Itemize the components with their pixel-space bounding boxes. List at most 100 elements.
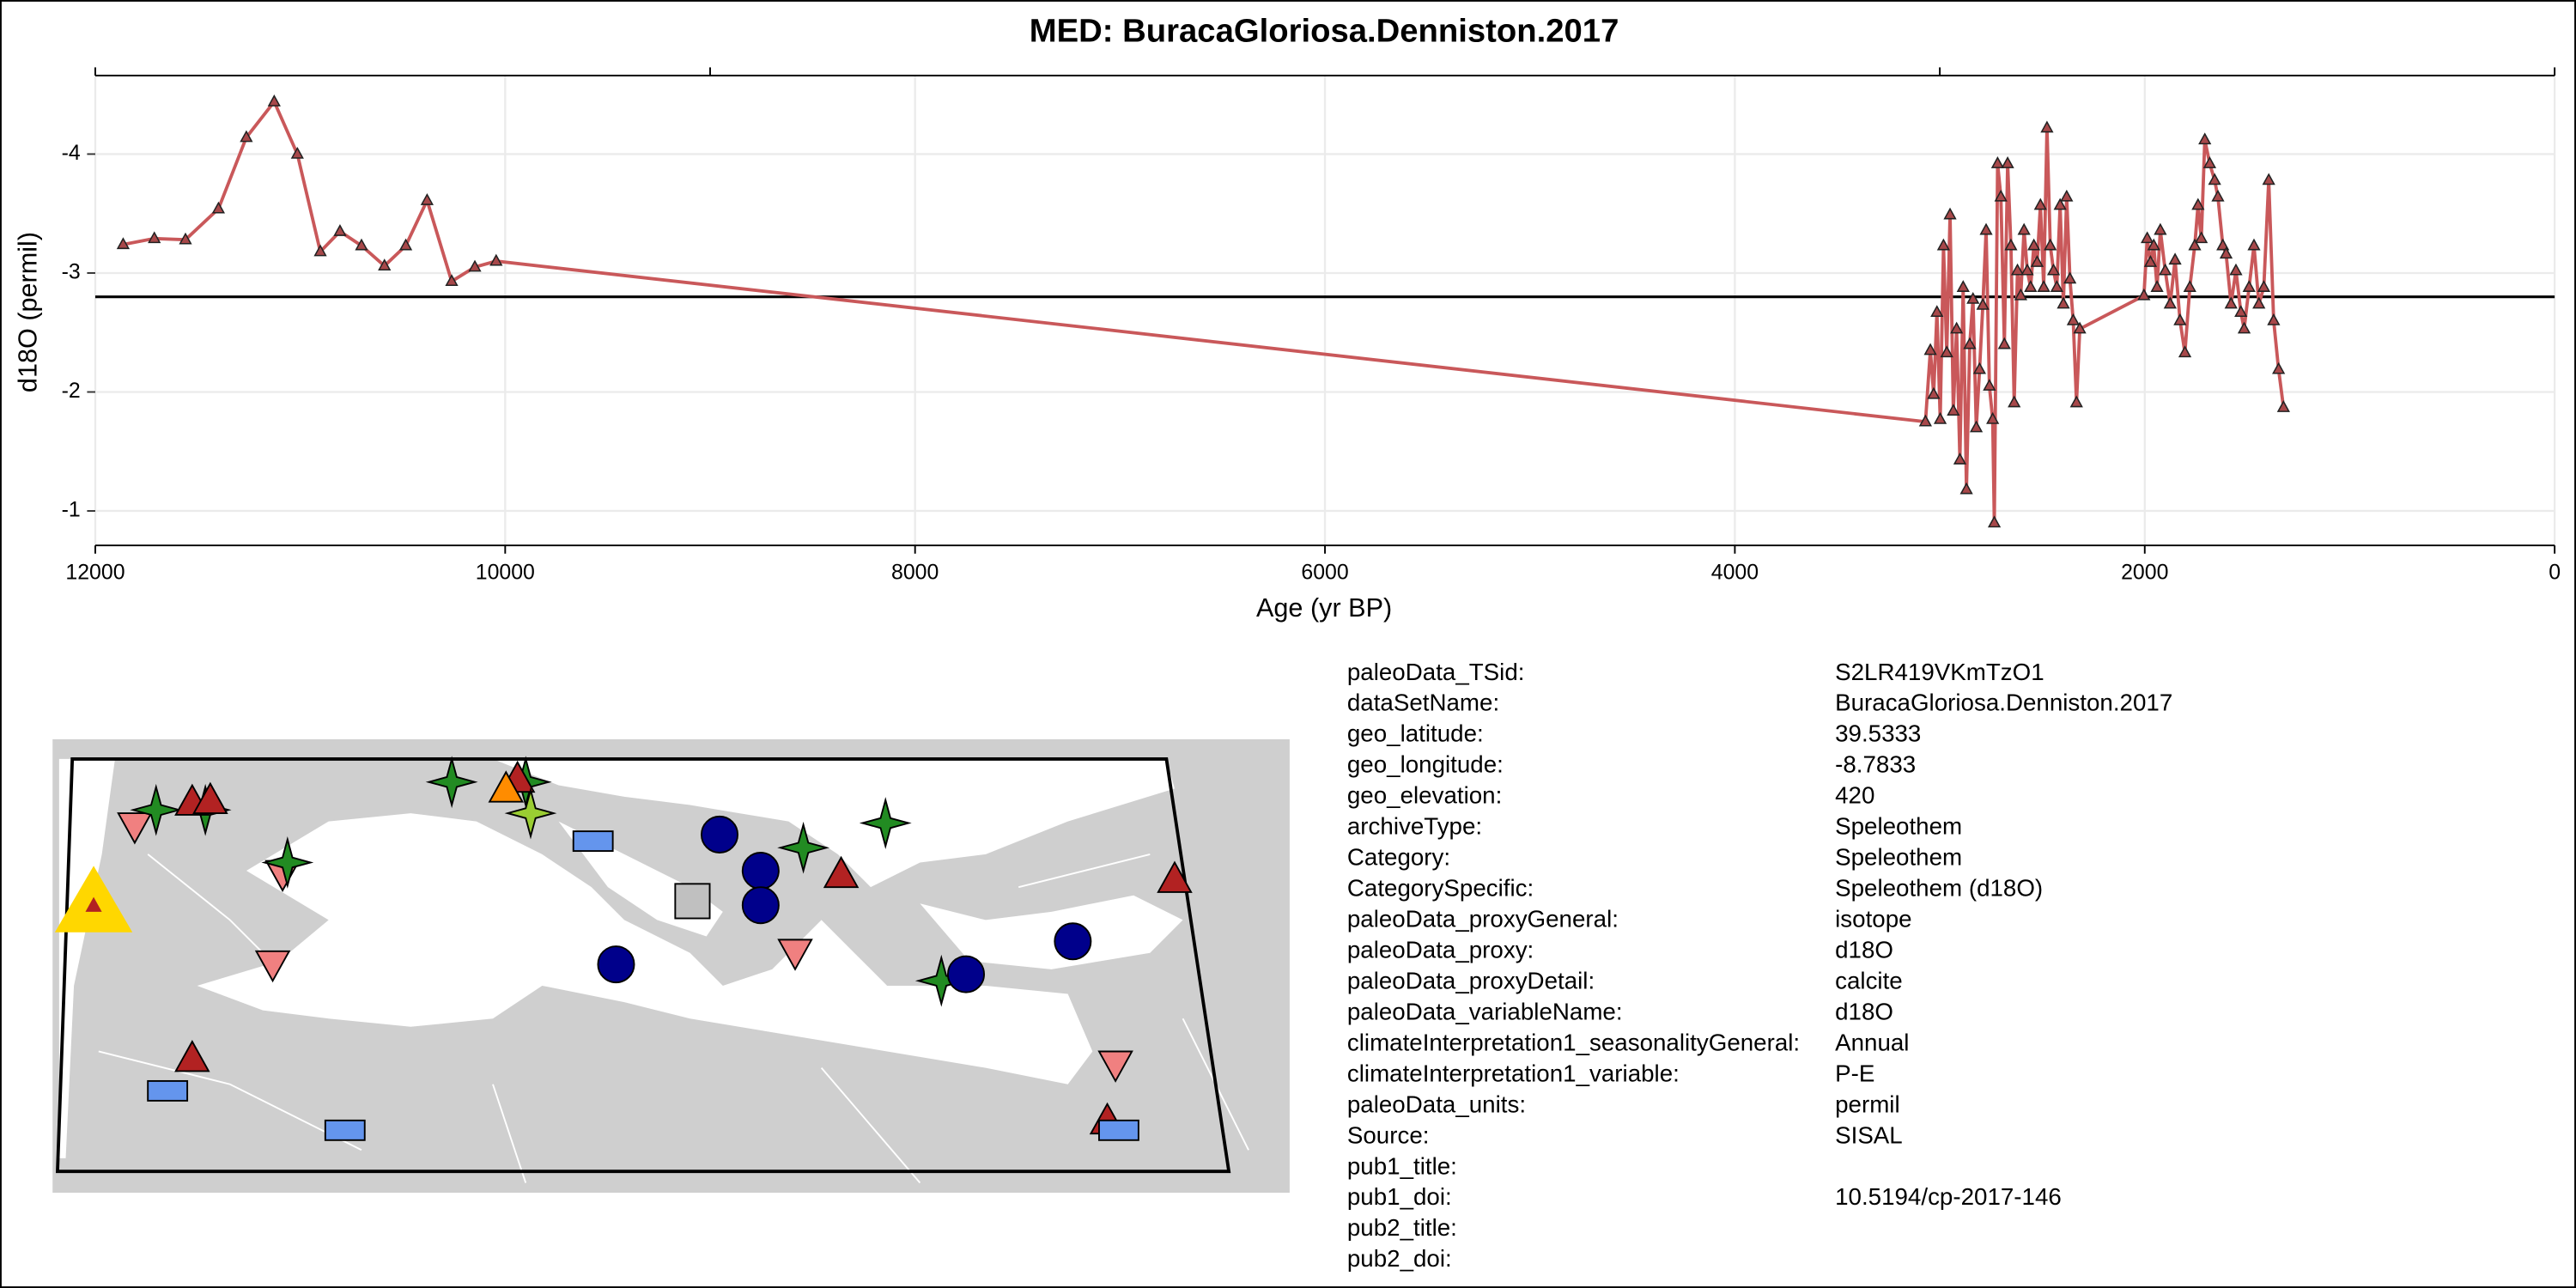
data-point bbox=[1936, 238, 1951, 251]
data-point bbox=[2262, 173, 2275, 185]
metadata-value: Speleothem bbox=[1835, 844, 1962, 871]
data-point bbox=[2030, 255, 2044, 267]
data-point bbox=[1930, 305, 1944, 318]
data-point bbox=[2191, 197, 2205, 210]
data-point bbox=[1956, 280, 1970, 292]
data-point bbox=[378, 258, 392, 271]
metadata-value: -8.7833 bbox=[1835, 751, 1916, 778]
data-point bbox=[313, 244, 327, 257]
data-point bbox=[2073, 321, 2087, 334]
metadata-key: climateInterpretation1_seasonalityGenera… bbox=[1347, 1029, 1800, 1055]
data-point bbox=[2014, 288, 2027, 301]
data-point bbox=[2044, 238, 2057, 251]
data-point bbox=[1976, 297, 1990, 310]
x-tick-label: 0 bbox=[2549, 560, 2561, 584]
data-point bbox=[179, 232, 192, 245]
data-point bbox=[2147, 238, 2160, 251]
data-point bbox=[468, 259, 482, 272]
map-frame bbox=[55, 757, 1231, 1174]
data-point bbox=[2154, 222, 2167, 235]
data-point bbox=[2008, 395, 2021, 408]
data-point bbox=[420, 192, 434, 205]
data-point bbox=[2267, 313, 2281, 325]
data-point bbox=[2057, 296, 2070, 309]
data-point bbox=[2069, 395, 2083, 408]
data-point bbox=[2237, 321, 2251, 334]
metadata-key: paleoData_units: bbox=[1347, 1091, 1526, 1117]
data-point bbox=[2276, 400, 2290, 412]
data-point bbox=[2053, 197, 2067, 210]
data-point bbox=[445, 274, 459, 287]
data-point bbox=[2234, 305, 2248, 318]
metadata-value: Speleothem bbox=[1835, 813, 1962, 840]
data-point bbox=[1940, 345, 1953, 358]
data-point bbox=[1923, 343, 1937, 355]
y-tick-label: -1 bbox=[62, 498, 81, 522]
data-point bbox=[1927, 386, 1941, 399]
metadata-key: paleoData_proxyDetail: bbox=[1347, 967, 1595, 993]
data-point bbox=[1979, 222, 1993, 235]
data-point bbox=[2027, 238, 2041, 251]
data-point bbox=[2168, 252, 2182, 265]
metadata-value: SISAL bbox=[1835, 1121, 1903, 1148]
metadata-value: 39.5333 bbox=[1835, 720, 1921, 747]
data-point bbox=[2178, 345, 2192, 358]
data-point bbox=[2188, 238, 2202, 251]
metadata-key: pub2_doi: bbox=[1347, 1245, 1452, 1272]
data-point bbox=[2143, 255, 2158, 267]
data-point bbox=[1966, 291, 1980, 304]
map bbox=[52, 738, 1290, 1194]
x-tick-label: 4000 bbox=[1711, 560, 1759, 584]
data-point bbox=[1983, 379, 1996, 391]
metadata-key: pub1_title: bbox=[1347, 1152, 1457, 1179]
data-point bbox=[116, 237, 131, 250]
metadata-key: pub2_title: bbox=[1347, 1214, 1457, 1241]
data-point bbox=[240, 130, 253, 143]
metadata-value: permil bbox=[1835, 1091, 1900, 1117]
blue-sites bbox=[147, 830, 1139, 1141]
data-point bbox=[2001, 156, 2014, 168]
data-point bbox=[2224, 296, 2238, 309]
data-point bbox=[489, 253, 503, 266]
data-point bbox=[1972, 361, 1986, 374]
metadata-key: geo_longitude: bbox=[1347, 751, 1504, 778]
data-point bbox=[2272, 361, 2286, 374]
data-point bbox=[2202, 156, 2217, 168]
data-point bbox=[2050, 280, 2063, 292]
metadata-key: geo_elevation: bbox=[1347, 782, 1502, 809]
x-tick-label: 12000 bbox=[65, 560, 125, 584]
data-point bbox=[2063, 271, 2077, 284]
data-point bbox=[2150, 280, 2164, 292]
metadata-key: dataSetName: bbox=[1347, 690, 1499, 716]
data-point bbox=[1959, 482, 1973, 495]
data-point bbox=[1969, 420, 1984, 433]
data-point bbox=[1994, 189, 2008, 202]
metadata-key: climateInterpretation1_variable: bbox=[1347, 1060, 1680, 1086]
data-point bbox=[2195, 231, 2208, 244]
gray-site bbox=[674, 883, 711, 920]
data-point bbox=[1950, 321, 1964, 334]
metadata-key: archiveType: bbox=[1347, 813, 1482, 840]
x-tick-label: 8000 bbox=[891, 560, 939, 584]
data-point bbox=[2173, 313, 2187, 325]
data-point bbox=[1933, 411, 1947, 424]
data-point bbox=[2024, 280, 2038, 292]
metadata-key: paleoData_TSid: bbox=[1347, 659, 1525, 685]
data-point bbox=[2252, 296, 2266, 309]
data-point bbox=[211, 201, 226, 214]
site-markers bbox=[54, 757, 1193, 1141]
data-point bbox=[2040, 120, 2054, 133]
y-tick-label: -3 bbox=[62, 260, 81, 284]
x-tick-label: 2000 bbox=[2121, 560, 2168, 584]
x-tick-label: 6000 bbox=[1301, 560, 1348, 584]
data-point bbox=[2060, 189, 2074, 202]
metadata-value: 10.5194/cp-2017-146 bbox=[1835, 1183, 2062, 1210]
y-tick-label: -2 bbox=[62, 379, 81, 403]
data-point bbox=[1953, 452, 1967, 465]
data-point bbox=[2141, 231, 2154, 244]
data-point bbox=[1918, 414, 1932, 427]
metadata-key: CategorySpecific: bbox=[1347, 875, 1534, 902]
data-point bbox=[290, 146, 304, 159]
data-point bbox=[148, 231, 161, 244]
